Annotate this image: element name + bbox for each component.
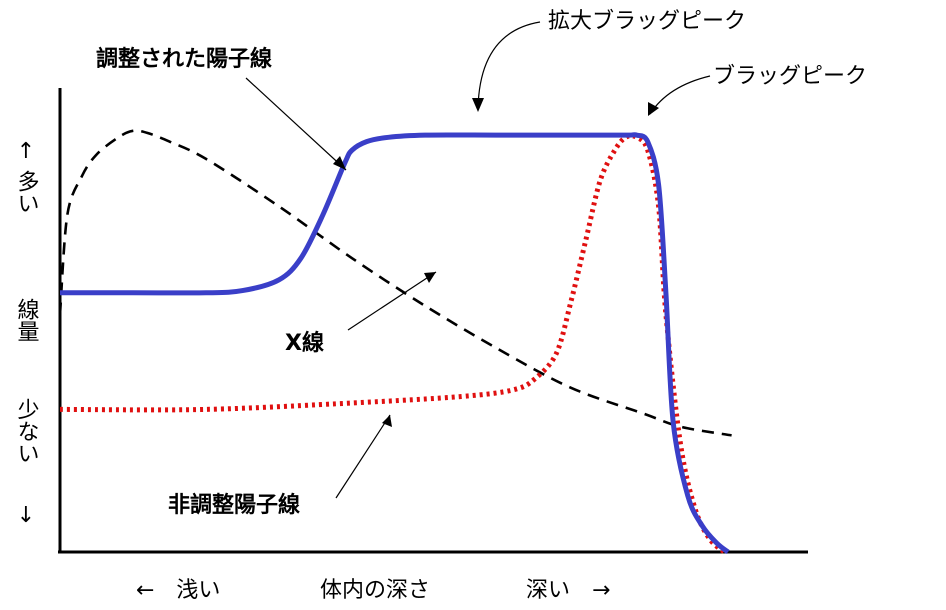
arrowhead-xray xyxy=(424,272,436,283)
annotation-label-modulated: 調整された陽子線 xyxy=(96,46,272,72)
annotation-arrowheads xyxy=(333,98,659,427)
arrowhead-unmodulated xyxy=(382,415,392,427)
annotation-pointers xyxy=(245,21,711,499)
pointer-sobp xyxy=(477,21,541,109)
pointer-modulated xyxy=(245,77,347,171)
annotation-label-bragg-peak: ブラッグピーク xyxy=(713,64,867,89)
x-left-label: ← 浅い xyxy=(136,578,220,603)
y-down-arrow: ↓ xyxy=(17,503,35,528)
x-right-label: 深い → xyxy=(526,578,610,603)
y-axis-label: 線量 xyxy=(14,298,40,342)
series-line-dashed xyxy=(58,129,732,437)
annotation-label-unmodulated: 非調整陽子線 xyxy=(168,492,300,518)
series-line-solid xyxy=(59,132,730,555)
pointer-unmodulated xyxy=(335,414,391,499)
pointer-bragg-peak xyxy=(649,75,711,115)
y-top-label: 多い xyxy=(14,170,39,214)
arrowhead-bragg-peak xyxy=(648,102,659,116)
series-layer xyxy=(58,129,732,555)
annotation-label-sobp: 拡大ブラッグピーク xyxy=(548,9,746,34)
annotation-label-xray: X線 xyxy=(285,330,324,356)
series-line-dotted xyxy=(59,133,726,554)
y-bottom-label: 少ない xyxy=(14,398,40,464)
pointer-xray xyxy=(347,271,437,331)
arrowhead-sobp xyxy=(472,98,484,112)
y-up-arrow: ↑ xyxy=(17,139,35,164)
arrowhead-modulated xyxy=(333,156,346,170)
x-axis-label: 体内の深さ xyxy=(320,578,430,603)
